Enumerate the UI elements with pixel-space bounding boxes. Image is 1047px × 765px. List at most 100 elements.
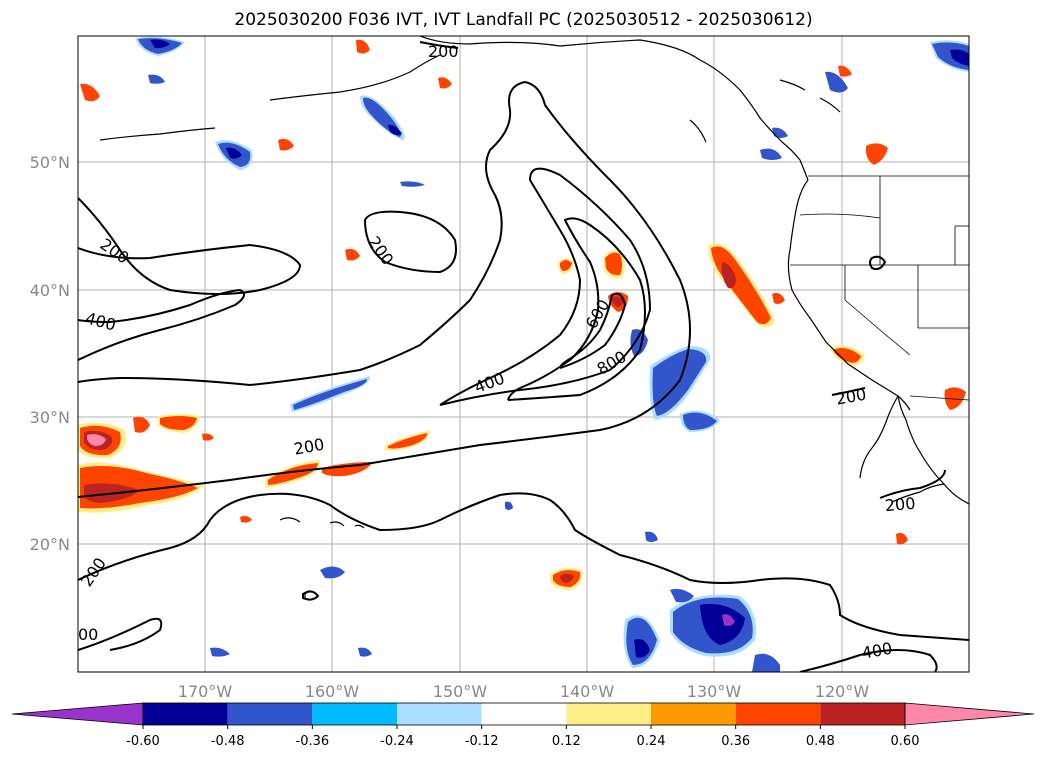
lat-label: 30°N — [30, 408, 70, 427]
anomaly-patch — [80, 83, 100, 102]
colorbar-segment — [820, 703, 905, 725]
anomaly-patch — [150, 39, 170, 49]
contour-label: 200 — [428, 42, 459, 61]
anomaly-patch — [160, 416, 197, 430]
contour-line — [799, 649, 938, 672]
lon-label: 130°W — [687, 682, 742, 701]
ivt-contours — [78, 41, 969, 672]
anomaly-patch — [722, 614, 735, 626]
negative-anomaly-patches — [135, 36, 969, 672]
anomaly-patch — [559, 260, 572, 271]
contour-line — [869, 255, 887, 271]
anomaly-patch — [438, 77, 452, 89]
anomaly-patch — [634, 639, 650, 658]
map-title: 2025030200 F036 IVT, IVT Landfall PC (20… — [234, 10, 813, 30]
colorbar-segment — [481, 703, 567, 725]
contour-line — [78, 492, 969, 641]
colorbar-tick-label: 0.60 — [891, 734, 920, 749]
lon-label: 140°W — [560, 682, 615, 701]
anomaly-patch — [87, 434, 106, 446]
colorbar-tick-label: -0.36 — [296, 734, 330, 749]
colorbar-segment — [227, 703, 313, 725]
colorbar-segment — [566, 703, 651, 725]
political-borders — [790, 175, 969, 401]
anomaly-patch — [772, 292, 785, 304]
lat-label: 20°N — [30, 535, 70, 554]
anomaly-patch — [825, 71, 848, 93]
anomaly-patch — [670, 588, 694, 603]
anomaly-patch — [760, 148, 782, 160]
colorbar-segment — [904, 702, 1035, 726]
contour-line — [831, 387, 866, 396]
colorbar-segment — [651, 703, 736, 725]
contour-line — [78, 80, 691, 498]
colorbar-tick-label: -0.48 — [211, 734, 245, 749]
colorbar-tick-label: 0.36 — [721, 734, 750, 749]
anomaly-patch — [240, 516, 252, 523]
anomaly-patch — [202, 433, 214, 441]
coastlines — [99, 36, 969, 601]
colorbar-segment — [11, 702, 144, 726]
contour-line — [78, 617, 163, 651]
anomaly-patch — [700, 603, 745, 645]
gridlines — [78, 36, 969, 672]
anomaly-patch — [278, 138, 294, 151]
anomaly-patch — [752, 653, 780, 672]
anomaly-patch — [950, 49, 969, 66]
contour-label: 00 — [78, 625, 98, 644]
anomaly-patch — [833, 348, 861, 363]
anomaly-patch — [133, 416, 150, 433]
lon-label: 170°W — [178, 682, 233, 701]
colorbar-tick-label: 0.48 — [806, 734, 835, 749]
anomaly-patch — [388, 124, 402, 136]
anomaly-patch — [268, 463, 318, 485]
longitude-labels: 170°W 160°W 150°W 140°W 130°W 120°W — [178, 682, 870, 701]
anomaly-patch — [358, 647, 372, 657]
anomaly-patch — [505, 501, 513, 510]
colorbar-segment — [735, 703, 821, 725]
latitude-labels: 50°N 40°N 30°N 20°N — [30, 153, 70, 554]
anomaly-patch — [356, 39, 370, 54]
anomaly-patch — [400, 181, 425, 187]
anomaly-patch — [612, 296, 624, 307]
lat-label: 40°N — [30, 281, 70, 300]
anomaly-patch — [865, 143, 888, 165]
contour-line — [419, 41, 459, 49]
colorbar: -0.60 -0.48 -0.36 -0.24 -0.12 0.12 0.24 0.36 0.4… — [11, 702, 1035, 749]
lon-label: 150°W — [433, 682, 488, 701]
anomaly-patch — [388, 433, 428, 449]
anomaly-patch — [345, 248, 360, 261]
contour-label: 200 — [884, 494, 916, 516]
colorbar-outline — [142, 702, 906, 726]
anomaly-patch — [320, 566, 345, 579]
anomaly-patch — [896, 532, 908, 545]
anomaly-patch — [838, 65, 852, 77]
anomaly-patch — [683, 412, 717, 430]
anomaly-patch — [605, 252, 622, 276]
anomaly-patch — [226, 147, 242, 159]
anomaly-patch — [148, 74, 165, 84]
lat-label: 50°N — [30, 153, 70, 172]
colorbar-segment — [397, 703, 482, 725]
contour-line — [302, 590, 320, 601]
contour-line — [559, 292, 627, 369]
colorbar-segment — [312, 703, 397, 725]
colorbar-tick-label: -0.24 — [380, 734, 414, 749]
anomaly-patch — [293, 379, 368, 410]
contour-line — [879, 469, 946, 499]
colorbar-tick-label: 0.24 — [637, 734, 666, 749]
contour-line — [363, 210, 457, 274]
anomaly-patch — [721, 262, 736, 289]
anomaly-patch — [210, 647, 230, 657]
lon-label: 120°W — [815, 682, 870, 701]
lon-label: 160°W — [305, 682, 360, 701]
colorbar-tick-label: -0.60 — [126, 734, 160, 749]
contour-line — [78, 197, 302, 295]
anomaly-patch — [560, 574, 574, 583]
colorbar-tick-label: 0.12 — [552, 734, 581, 749]
contour-line — [439, 167, 652, 406]
colorbar-segment — [143, 703, 228, 725]
contour-line — [78, 288, 245, 361]
colorbar-tick-label: -0.12 — [465, 734, 499, 749]
